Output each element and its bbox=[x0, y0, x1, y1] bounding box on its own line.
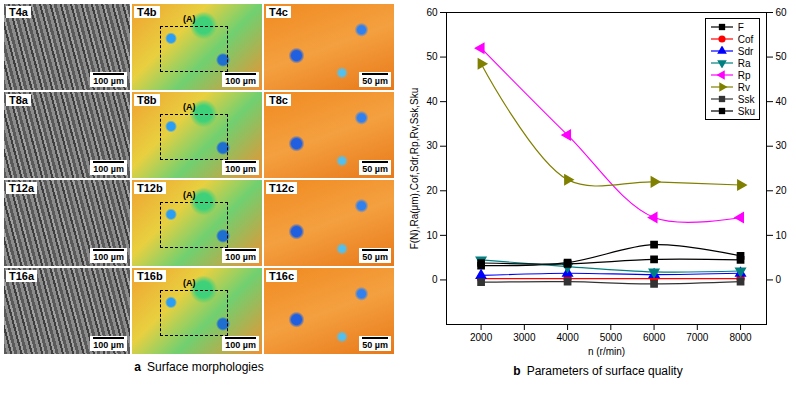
html-text:50 µm: 50 µm bbox=[362, 76, 388, 86]
svg-text:5000: 5000 bbox=[600, 332, 623, 343]
html-text:Rv: Rv bbox=[737, 81, 750, 93]
html-text:(A): (A) bbox=[183, 14, 196, 24]
html-text:T16c: T16c bbox=[269, 270, 295, 282]
svg-text:6000: 6000 bbox=[643, 332, 666, 343]
svg-text:0: 0 bbox=[432, 274, 438, 285]
html-text:T12a: T12a bbox=[9, 182, 35, 194]
html-text:T12c: T12c bbox=[269, 182, 295, 194]
html-text:100 µm: 100 µm bbox=[93, 252, 124, 262]
html-text:100 µm: 100 µm bbox=[225, 164, 256, 174]
svg-text:40: 40 bbox=[776, 96, 788, 107]
html-text:(A): (A) bbox=[183, 102, 196, 112]
svg-text:3000: 3000 bbox=[513, 332, 536, 343]
html-text:Ssk: Ssk bbox=[737, 93, 755, 105]
html-text:Surface morphologies: Surface morphologies bbox=[147, 360, 264, 374]
html-text:Parameters of surface quality: Parameters of surface quality bbox=[526, 364, 683, 378]
html-text:100 µm: 100 µm bbox=[93, 340, 124, 350]
html-text:50 µm: 50 µm bbox=[362, 340, 388, 350]
svg-text:50: 50 bbox=[426, 51, 438, 62]
html-text:100 µm: 100 µm bbox=[93, 76, 124, 86]
svg-text:2000: 2000 bbox=[470, 332, 493, 343]
svg-text:50: 50 bbox=[776, 51, 788, 62]
html-text:Rp: Rp bbox=[737, 69, 751, 81]
html-text:b: b bbox=[513, 364, 521, 378]
svg-text:30: 30 bbox=[776, 140, 788, 151]
html-text:Ra: Ra bbox=[737, 57, 751, 69]
svg-text:0: 0 bbox=[776, 274, 782, 285]
svg-text:4000: 4000 bbox=[556, 332, 579, 343]
svg-text:7000: 7000 bbox=[686, 332, 709, 343]
html-text:T16a: T16a bbox=[9, 270, 35, 282]
html-text:(A): (A) bbox=[183, 278, 196, 288]
html-text:100 µm: 100 µm bbox=[93, 164, 124, 174]
html-text:Sku: Sku bbox=[737, 105, 755, 117]
svg-text:n (r/min): n (r/min) bbox=[588, 346, 625, 357]
html-text:T4b: T4b bbox=[137, 6, 157, 18]
html-text:50 µm: 50 µm bbox=[362, 164, 388, 174]
html-text:T8c: T8c bbox=[269, 94, 288, 106]
html-text:100 µm: 100 µm bbox=[225, 340, 256, 350]
html-text:Sdr: Sdr bbox=[737, 45, 754, 57]
svg-text:20: 20 bbox=[426, 185, 438, 196]
svg-text:30: 30 bbox=[426, 140, 438, 151]
html-text:T16b: T16b bbox=[137, 270, 163, 282]
html-text:50 µm: 50 µm bbox=[362, 252, 388, 262]
svg-text:10: 10 bbox=[426, 230, 438, 241]
svg-text:60: 60 bbox=[426, 7, 438, 18]
html-text:Cof: Cof bbox=[737, 33, 754, 45]
html-text:T4c: T4c bbox=[269, 6, 288, 18]
html-text:T8b: T8b bbox=[137, 94, 157, 106]
svg-text:20: 20 bbox=[776, 185, 788, 196]
svg-text:60: 60 bbox=[776, 7, 788, 18]
html-text:(A): (A) bbox=[183, 190, 196, 200]
html-text:a: a bbox=[134, 360, 141, 374]
svg-text:8000: 8000 bbox=[729, 332, 752, 343]
svg-text:10: 10 bbox=[776, 230, 788, 241]
html-text:T4a: T4a bbox=[9, 6, 28, 18]
svg-text:40: 40 bbox=[426, 96, 438, 107]
html-text:T12b: T12b bbox=[137, 182, 163, 194]
html-text:T8a: T8a bbox=[9, 94, 28, 106]
html-text:100 µm: 100 µm bbox=[225, 76, 256, 86]
svg-text:F(N),Ra(μm),Cof,Sdr,Rp,Rv,Ssk,: F(N),Ra(μm),Cof,Sdr,Rp,Rv,Ssk,Sku bbox=[409, 88, 420, 250]
html-text:100 µm: 100 µm bbox=[225, 252, 256, 262]
html-text:F: F bbox=[737, 21, 744, 33]
